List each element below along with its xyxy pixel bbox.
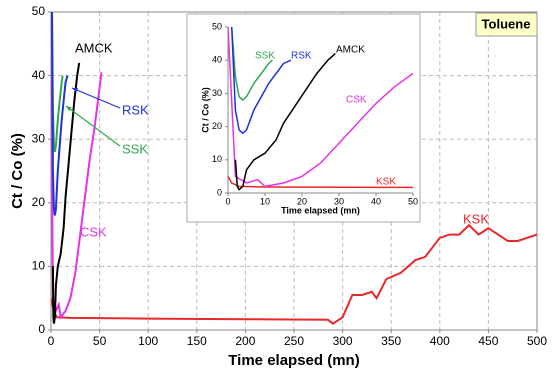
x-tick-label: 100 <box>138 334 158 348</box>
series-label: CSK <box>346 95 367 106</box>
plot-area <box>228 27 413 191</box>
x-tick-label: 20 <box>297 196 307 206</box>
x-tick-label: 400 <box>430 334 450 348</box>
y-tick-label: 40 <box>32 68 46 82</box>
arrow <box>65 105 121 147</box>
x-tick-label: 350 <box>381 334 401 348</box>
data-line <box>230 27 292 135</box>
series-label: SSK <box>255 51 275 62</box>
series-label: KSK <box>463 211 489 226</box>
y-tick-label: 20 <box>212 121 222 131</box>
x-tick-label: 500 <box>527 334 547 348</box>
y-tick-label: 40 <box>212 55 222 65</box>
y-tick-label: 0 <box>217 187 222 197</box>
x-axis-label: Time elapsed (mn) <box>228 352 359 369</box>
x-tick-label: 300 <box>333 334 353 348</box>
arrow-head <box>72 87 78 93</box>
y-tick-label: 0 <box>38 322 45 336</box>
series-label: CSK <box>80 224 107 239</box>
series-label: RSK <box>122 102 149 117</box>
series-label: AMCK <box>336 45 365 56</box>
y-tick-label: 10 <box>212 154 222 164</box>
series-label: KSK <box>376 177 396 188</box>
x-tick-label: 0 <box>225 196 230 206</box>
data-line <box>230 27 273 102</box>
data-line <box>228 176 413 189</box>
data-line <box>234 53 336 191</box>
data-line <box>51 223 537 325</box>
y-tick-label: 50 <box>212 21 222 31</box>
data-line <box>228 27 413 188</box>
y-tick-label: 20 <box>32 195 46 209</box>
x-tick-label: 50 <box>408 196 418 206</box>
data-line <box>51 12 69 216</box>
y-axis-label: Ct / Co (%) <box>9 133 26 209</box>
x-axis-label: Time elapsed (mn) <box>281 205 360 215</box>
x-tick-label: 450 <box>478 334 498 348</box>
x-tick-label: 30 <box>334 196 344 206</box>
title-box <box>475 12 538 37</box>
y-tick-label: 30 <box>32 131 46 145</box>
x-tick-label: 10 <box>260 196 270 206</box>
x-tick-label: 150 <box>187 334 207 348</box>
x-tick-label: 50 <box>93 334 107 348</box>
arrow-head <box>66 106 72 112</box>
x-tick-label: 40 <box>371 196 381 206</box>
x-tick-label: 200 <box>235 334 255 348</box>
plot-area <box>51 12 537 325</box>
data-line <box>51 62 81 324</box>
series-label: AMCK <box>75 40 113 55</box>
series-label: SSK <box>122 141 148 156</box>
x-tick-label: 250 <box>284 334 304 348</box>
y-tick-label: 30 <box>212 88 222 98</box>
x-tick-label: 0 <box>48 334 55 348</box>
arrow <box>71 87 121 109</box>
y-axis-label: Ct / Co (%) <box>200 87 210 133</box>
y-tick-label: 50 <box>32 4 46 18</box>
y-tick-label: 10 <box>32 259 46 273</box>
chart-title: Toluene <box>482 16 531 31</box>
series-label: RSK <box>291 51 312 62</box>
